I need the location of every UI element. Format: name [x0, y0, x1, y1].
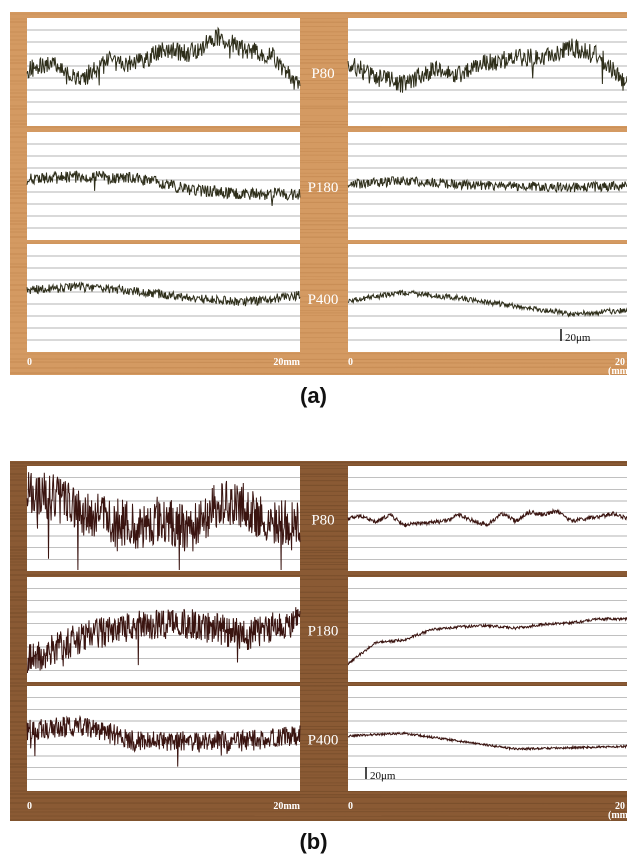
- wood-grain: [10, 12, 627, 15]
- profile-trace-p80-left: [26, 472, 301, 571]
- x-tick-right-end: 20: [615, 357, 625, 368]
- x-tick-left-start: 0: [27, 801, 32, 812]
- profile-trace-p400-left: [26, 281, 301, 307]
- figure-b: P80 P180 P400 20μm 0 20mm 0 20 (mm: [10, 461, 627, 821]
- row-label-p400: P400: [308, 292, 339, 308]
- profile-chart-a: P80 P180 P400 20μm 0 20mm 0 20(mm: [10, 12, 627, 375]
- profile-chart-b: P80 P180 P400 20μm 0 20mm 0 20(mm: [10, 461, 627, 821]
- wood-grain: [10, 790, 627, 793]
- wood-grain: [10, 574, 627, 577]
- wood-grain: [10, 796, 627, 799]
- profile-trace-p80-left: [26, 26, 301, 90]
- wood-grain: [10, 793, 627, 797]
- row-label-p80: P80: [311, 513, 334, 529]
- x-tick-left-end: 20mm: [273, 801, 300, 812]
- x-tick-right-end: 20: [615, 801, 625, 812]
- row-label-p400: P400: [308, 733, 339, 749]
- wood-grain: [10, 366, 627, 369]
- wood-grain: [10, 681, 627, 684]
- figure-label-b: (b): [299, 829, 328, 854]
- figure-a: P80 P180 P400 20μm 0 20mm 0 20 (mm: [10, 12, 627, 375]
- x-tick-right-start: 0: [348, 801, 353, 812]
- profile-trace-p80-right: [347, 38, 627, 93]
- profile-trace-p400-left: [26, 714, 301, 767]
- scale-bar-label: 20μm: [565, 332, 591, 344]
- wood-grain: [10, 802, 627, 805]
- profile-trace-p400-right: [347, 289, 627, 318]
- profile-trace-p80-right: [347, 507, 627, 528]
- profile-trace-p400-right: [347, 731, 627, 752]
- wood-grain: [10, 461, 627, 464]
- x-axis-unit: (mm: [608, 366, 627, 375]
- profile-trace-p180-left: [26, 607, 301, 674]
- wood-grain: [10, 358, 627, 361]
- scale-bar-label: 20μm: [370, 770, 396, 782]
- row-label-p80: P80: [311, 66, 334, 82]
- x-tick-left-end: 20mm: [273, 357, 300, 368]
- profile-panel: [348, 18, 627, 126]
- x-tick-left-start: 0: [27, 357, 32, 368]
- profile-panel: [348, 244, 627, 352]
- profile-trace-p180-right: [347, 616, 627, 666]
- wood-grain: [10, 811, 627, 813]
- profile-panel: [348, 132, 627, 240]
- x-tick-right-start: 0: [348, 357, 353, 368]
- row-label-p180: P180: [308, 180, 339, 196]
- profile-panel: [348, 686, 627, 791]
- wood-grain: [10, 242, 627, 245]
- figure-label-a: (a): [300, 383, 327, 408]
- wood-grain: [10, 361, 627, 364]
- x-axis-unit: (mm: [608, 810, 627, 821]
- profile-trace-p180-right: [347, 176, 627, 194]
- profile-panel: [348, 577, 627, 682]
- profile-trace-p180-left: [26, 170, 301, 206]
- row-label-p180: P180: [308, 624, 339, 640]
- wood-grain: [10, 372, 627, 375]
